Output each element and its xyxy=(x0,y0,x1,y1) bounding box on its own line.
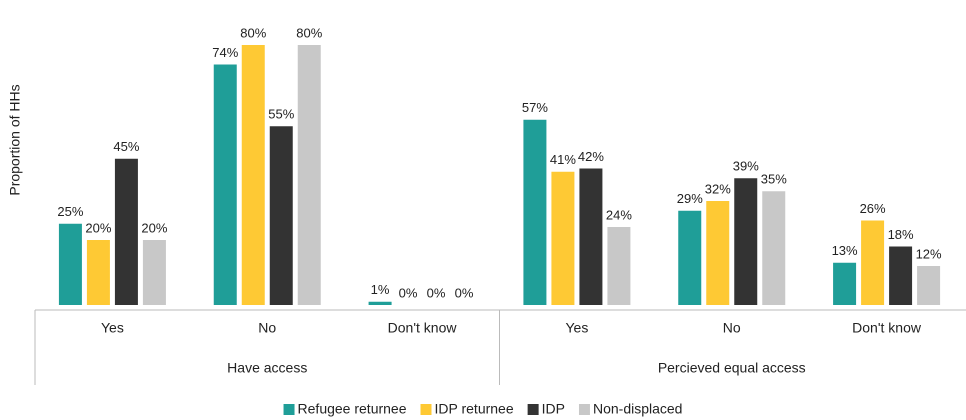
bar xyxy=(269,126,293,305)
value-label: 74% xyxy=(212,45,238,60)
bar xyxy=(917,266,941,305)
value-label: 32% xyxy=(705,181,731,196)
value-label: 35% xyxy=(761,172,787,187)
legend-swatch xyxy=(578,404,590,415)
x-tick-label: Don't know xyxy=(388,320,458,336)
value-label: 13% xyxy=(832,243,858,258)
x-tick-label: No xyxy=(723,320,741,336)
x-tick-label: Don't know xyxy=(852,320,922,336)
legend-label: Refugee returnee xyxy=(298,401,407,417)
legend-label: IDP xyxy=(542,401,565,417)
bar xyxy=(368,301,392,305)
bar xyxy=(114,158,138,305)
bar xyxy=(706,201,730,305)
bar xyxy=(607,227,631,305)
value-label: 20% xyxy=(85,220,111,235)
bar xyxy=(889,246,913,305)
value-label: 18% xyxy=(888,227,914,242)
value-label: 12% xyxy=(916,246,942,261)
value-label: 45% xyxy=(113,139,139,154)
value-label: 42% xyxy=(578,149,604,164)
value-label: 26% xyxy=(860,201,886,216)
value-label: 0% xyxy=(399,285,418,300)
value-label: 20% xyxy=(141,220,167,235)
bar xyxy=(241,45,265,305)
y-axis-label: Proportion of HHs xyxy=(7,84,23,195)
value-label: 0% xyxy=(427,285,446,300)
bar xyxy=(58,223,82,305)
bar xyxy=(734,178,758,305)
value-label: 24% xyxy=(606,207,632,222)
bar xyxy=(861,220,885,305)
bar xyxy=(86,240,110,305)
value-label: 29% xyxy=(677,191,703,206)
value-label: 57% xyxy=(522,100,548,115)
bar xyxy=(142,240,166,305)
value-label: 39% xyxy=(733,159,759,174)
value-label: 0% xyxy=(455,285,474,300)
bar xyxy=(523,119,547,305)
bar xyxy=(213,64,237,305)
value-label: 80% xyxy=(296,25,322,40)
legend-swatch xyxy=(420,404,432,415)
group-label: Percieved equal access xyxy=(658,360,806,376)
x-tick-label: No xyxy=(258,320,276,336)
bar xyxy=(579,168,603,305)
value-label: 1% xyxy=(371,282,390,297)
legend-label: Non-displaced xyxy=(593,401,683,417)
legend-swatch xyxy=(527,404,539,415)
x-tick-label: Yes xyxy=(565,320,588,336)
bar xyxy=(833,262,857,305)
group-label: Have access xyxy=(227,360,307,376)
value-label: 80% xyxy=(240,25,266,40)
legend-label: IDP returnee xyxy=(435,401,514,417)
value-label: 55% xyxy=(268,107,294,122)
bar xyxy=(678,210,702,305)
bar xyxy=(551,171,575,305)
bar xyxy=(297,45,321,305)
value-label: 41% xyxy=(550,152,576,167)
value-label: 25% xyxy=(57,204,83,219)
x-tick-label: Yes xyxy=(101,320,124,336)
bar xyxy=(762,191,786,305)
legend-swatch xyxy=(283,404,295,415)
